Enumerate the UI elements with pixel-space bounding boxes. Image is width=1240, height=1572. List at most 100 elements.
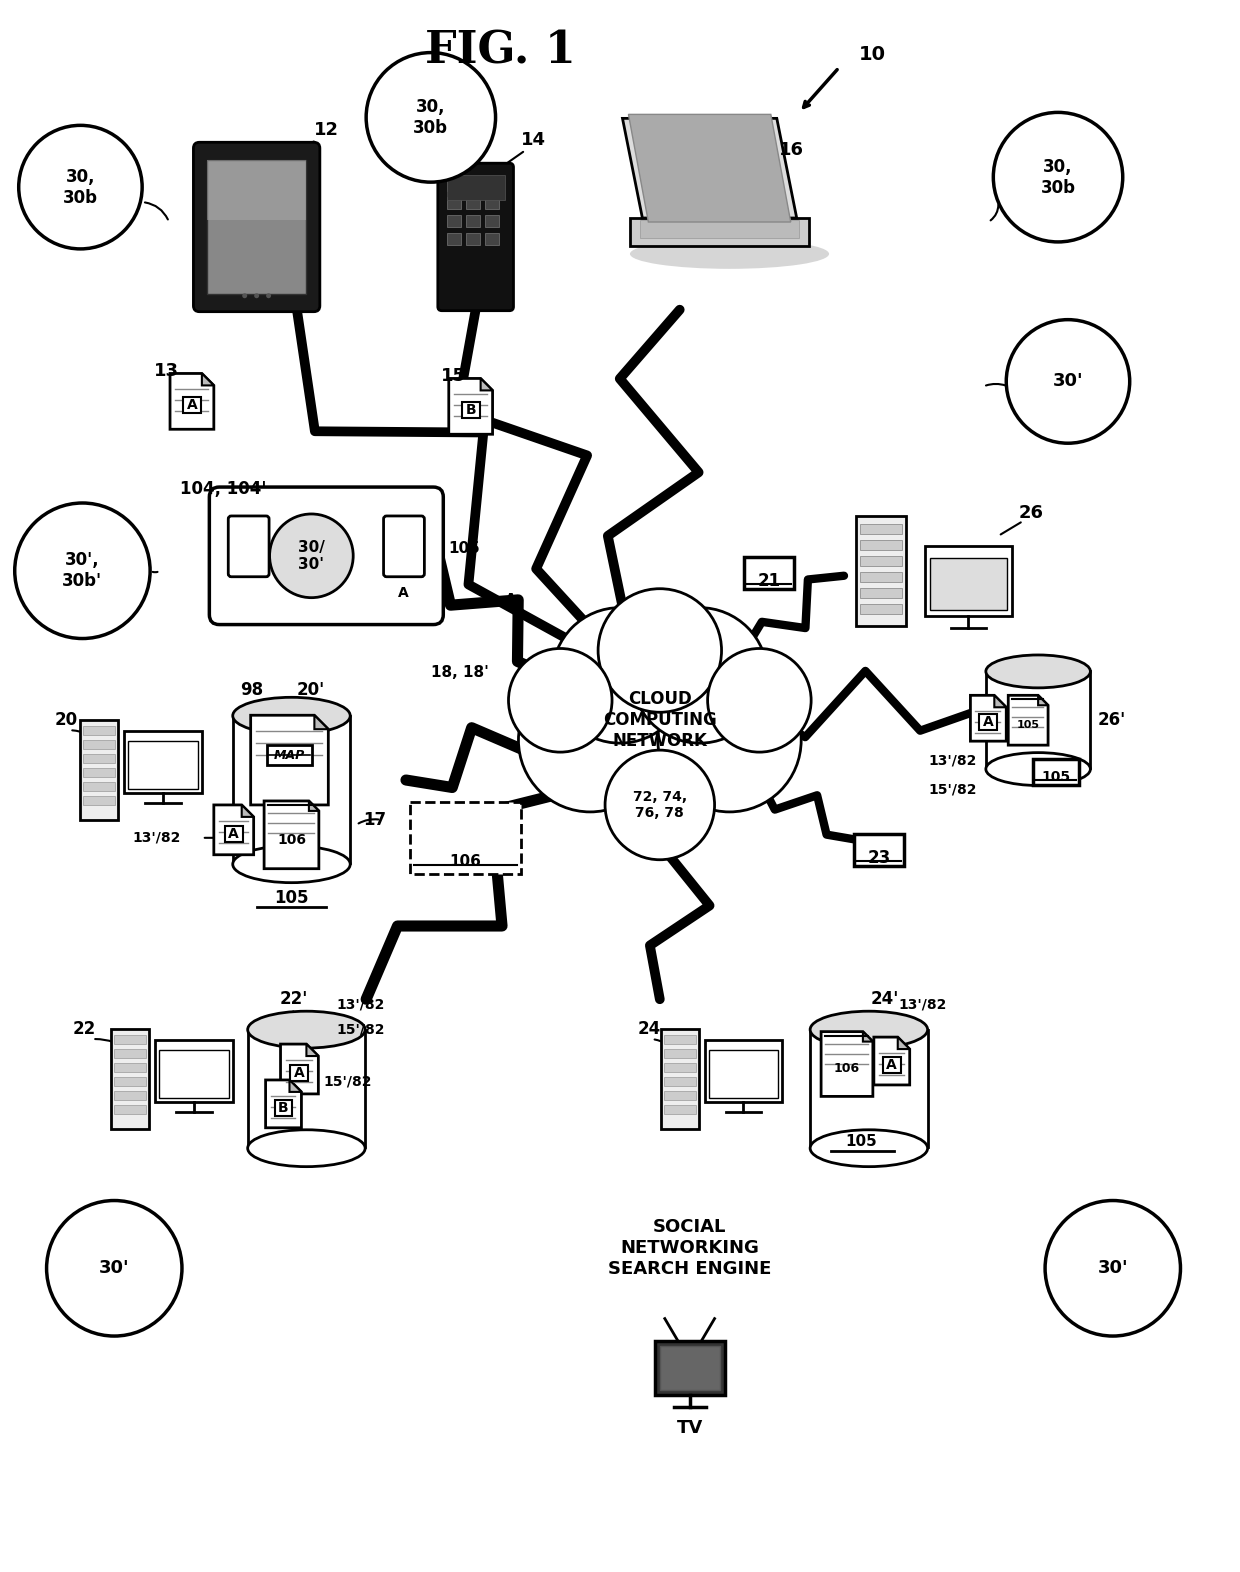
Text: 22: 22 [72, 1020, 95, 1038]
Text: 15'/82: 15'/82 [324, 1075, 372, 1089]
Text: 105: 105 [449, 541, 481, 556]
Text: 12: 12 [315, 121, 340, 140]
FancyBboxPatch shape [660, 1346, 719, 1390]
Text: 72, 74,
76, 78: 72, 74, 76, 78 [632, 789, 687, 821]
FancyBboxPatch shape [461, 402, 480, 418]
FancyBboxPatch shape [446, 215, 461, 226]
Text: 15: 15 [440, 368, 466, 385]
Circle shape [658, 668, 801, 811]
Ellipse shape [810, 1130, 928, 1166]
Text: A: A [294, 1066, 305, 1080]
Text: 17: 17 [363, 811, 387, 828]
FancyBboxPatch shape [193, 143, 320, 311]
Polygon shape [280, 1044, 319, 1094]
FancyBboxPatch shape [438, 163, 513, 311]
Text: 30': 30' [1097, 1259, 1128, 1278]
Polygon shape [874, 1038, 910, 1085]
Text: 106: 106 [835, 1063, 861, 1075]
FancyBboxPatch shape [663, 1105, 696, 1115]
Text: 22': 22' [279, 990, 308, 1008]
Circle shape [565, 635, 754, 825]
Circle shape [552, 608, 688, 744]
Text: 15'/82: 15'/82 [336, 1022, 384, 1036]
FancyBboxPatch shape [83, 726, 115, 736]
Circle shape [708, 649, 811, 751]
Text: 13'/82: 13'/82 [899, 997, 947, 1011]
FancyBboxPatch shape [859, 523, 901, 534]
FancyBboxPatch shape [859, 539, 901, 550]
FancyBboxPatch shape [248, 1030, 365, 1148]
Text: 105: 105 [1017, 720, 1039, 731]
Polygon shape [309, 802, 319, 811]
Polygon shape [289, 1080, 301, 1093]
Text: 106: 106 [277, 833, 306, 847]
Circle shape [518, 668, 662, 811]
Text: 30': 30' [1053, 373, 1084, 390]
Text: 24: 24 [637, 1020, 661, 1038]
FancyBboxPatch shape [466, 196, 480, 209]
FancyBboxPatch shape [207, 160, 306, 220]
FancyBboxPatch shape [859, 572, 901, 582]
FancyBboxPatch shape [274, 1100, 293, 1116]
Circle shape [1045, 1201, 1180, 1336]
Text: 30,
30b: 30, 30b [63, 168, 98, 206]
Text: 13'/82: 13'/82 [133, 832, 181, 844]
Ellipse shape [248, 1130, 365, 1166]
FancyBboxPatch shape [485, 179, 498, 192]
Polygon shape [821, 1031, 873, 1096]
FancyBboxPatch shape [446, 233, 461, 245]
Text: 10: 10 [859, 46, 885, 64]
FancyBboxPatch shape [925, 545, 1012, 616]
Circle shape [632, 608, 768, 744]
Text: 30,
30b: 30, 30b [1040, 157, 1075, 196]
Text: 105: 105 [1042, 770, 1070, 784]
FancyBboxPatch shape [859, 604, 901, 613]
FancyBboxPatch shape [466, 233, 480, 245]
Ellipse shape [630, 239, 830, 269]
FancyBboxPatch shape [466, 179, 480, 192]
FancyBboxPatch shape [704, 1041, 782, 1102]
FancyBboxPatch shape [980, 714, 997, 731]
Polygon shape [971, 695, 1007, 740]
Polygon shape [202, 374, 213, 385]
FancyBboxPatch shape [83, 740, 115, 750]
FancyBboxPatch shape [383, 516, 424, 577]
FancyBboxPatch shape [930, 558, 1007, 610]
FancyBboxPatch shape [744, 556, 794, 588]
Circle shape [366, 52, 496, 182]
FancyBboxPatch shape [83, 781, 115, 791]
FancyBboxPatch shape [224, 825, 243, 841]
Circle shape [598, 588, 722, 712]
Text: 104, 104': 104, 104' [180, 479, 267, 498]
FancyBboxPatch shape [446, 196, 461, 209]
Polygon shape [315, 715, 329, 729]
Text: A: A [887, 1058, 898, 1072]
Polygon shape [170, 374, 213, 429]
FancyBboxPatch shape [210, 487, 443, 624]
Text: SOCIAL
NETWORKING
SEARCH ENGINE: SOCIAL NETWORKING SEARCH ENGINE [608, 1218, 771, 1278]
Ellipse shape [233, 846, 350, 882]
Text: FIG. 1: FIG. 1 [425, 30, 575, 72]
FancyBboxPatch shape [485, 233, 498, 245]
Circle shape [993, 112, 1122, 242]
FancyBboxPatch shape [228, 516, 269, 577]
Polygon shape [629, 115, 791, 222]
FancyBboxPatch shape [233, 715, 350, 863]
Polygon shape [449, 379, 492, 434]
Text: A: A [186, 398, 197, 412]
FancyBboxPatch shape [184, 398, 201, 413]
Text: 105: 105 [274, 888, 309, 907]
Text: 24': 24' [870, 990, 899, 1008]
Circle shape [15, 503, 150, 638]
Text: TV: TV [677, 1418, 703, 1437]
Circle shape [269, 514, 353, 597]
Text: 18, 18': 18, 18' [430, 665, 489, 681]
FancyBboxPatch shape [81, 720, 118, 821]
Circle shape [267, 294, 272, 299]
Polygon shape [863, 1031, 873, 1042]
Text: CLOUD
COMPUTING
NETWORK: CLOUD COMPUTING NETWORK [603, 690, 717, 750]
Text: A: A [983, 715, 993, 729]
FancyBboxPatch shape [859, 588, 901, 597]
Text: 30,
30b: 30, 30b [413, 97, 449, 137]
FancyBboxPatch shape [83, 795, 115, 805]
